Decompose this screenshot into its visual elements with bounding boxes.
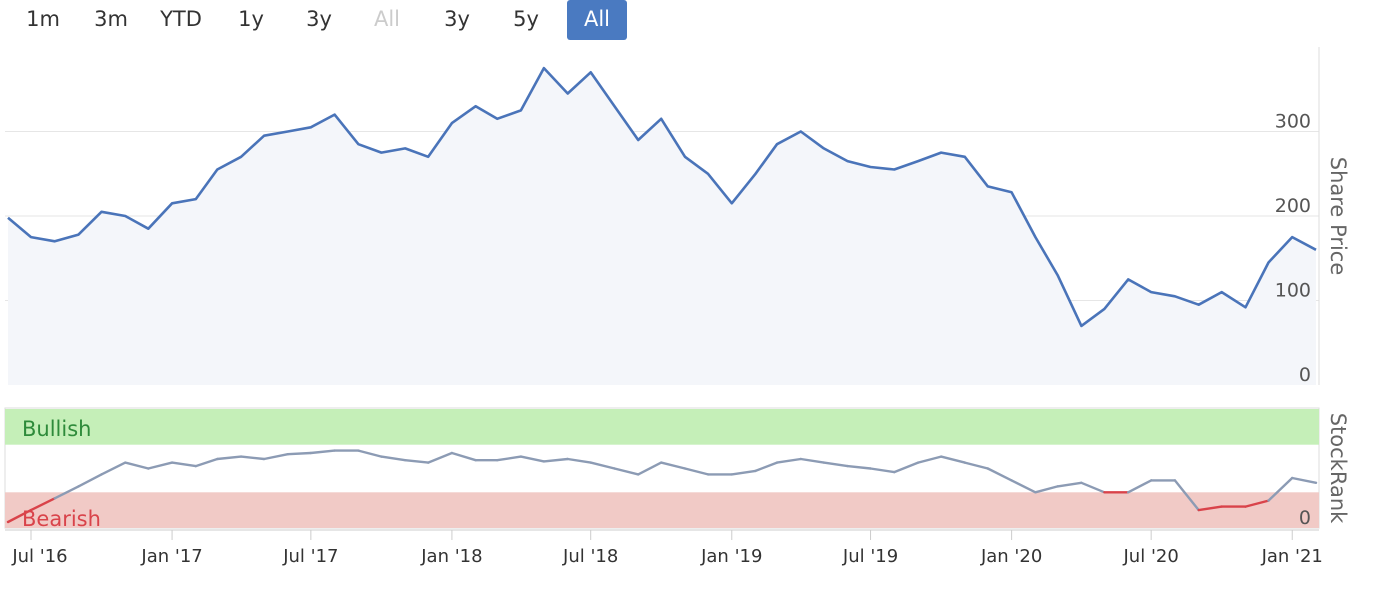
stockrank-line-segment bbox=[775, 457, 802, 464]
range-button-all-active[interactable]: All bbox=[567, 0, 627, 40]
stockrank-line-segment bbox=[1034, 485, 1059, 494]
x-axis: Jul '16 Jan '17 Jul '17 Jan '18 Jul '18 Jan '… bbox=[5, 529, 1323, 567]
stockrank-line-segment bbox=[1197, 505, 1223, 512]
price-y-tick-labels: 0 100 200 300 bbox=[1275, 111, 1311, 387]
stockrank-line-segment bbox=[77, 473, 103, 488]
bearish-label: Bearish bbox=[22, 507, 101, 531]
x-tick-label: Jan '18 bbox=[420, 546, 482, 567]
stockrank-line-segment bbox=[147, 461, 174, 470]
x-tick-label: Jan '21 bbox=[1261, 546, 1323, 567]
stockrank-line-segment bbox=[1126, 479, 1153, 494]
stockrank-line-segment bbox=[869, 467, 896, 474]
stockrank-line-segment bbox=[427, 451, 454, 464]
bullish-label: Bullish bbox=[22, 417, 91, 441]
stockrank-line-segment bbox=[683, 467, 710, 476]
price-series-line bbox=[7, 66, 1317, 328]
stockrank-line-segment bbox=[730, 469, 757, 476]
stockrank-line-segment bbox=[542, 457, 569, 463]
x-tick-label: Jul '16 bbox=[11, 546, 67, 567]
x-tick-label: Jan '20 bbox=[980, 546, 1042, 567]
range-selector: 1m 3m YTD 1y 3y All 3y 5y All bbox=[0, 0, 700, 44]
range-button-3m[interactable]: 3m bbox=[94, 7, 128, 31]
stockrank-series-line bbox=[6, 449, 1318, 524]
stockrank-line-segment bbox=[239, 455, 266, 461]
range-button-all-disabled: All bbox=[373, 7, 401, 31]
stockrank-line-segment bbox=[100, 461, 127, 476]
stockrank-line-segment bbox=[963, 461, 989, 470]
stockrank-line-segment bbox=[986, 467, 1013, 482]
stockrank-line-segment bbox=[170, 461, 198, 468]
stockrank-line-segment bbox=[893, 461, 920, 474]
x-tick-label: Jul '19 bbox=[842, 546, 898, 567]
price-y-tick-label: 0 bbox=[1299, 364, 1311, 386]
stockrank-line-segment bbox=[1056, 481, 1083, 488]
stockrank-line-segment bbox=[589, 461, 616, 470]
stockrank-line-segment bbox=[124, 461, 150, 470]
price-axis-title: Share Price bbox=[1326, 157, 1350, 276]
price-panel: 0 100 200 300 Share Price bbox=[5, 47, 1350, 386]
range-button-3y-secondary[interactable]: 3y bbox=[444, 7, 470, 31]
stockrank-line-segment bbox=[194, 457, 219, 468]
rank-y-tick-0: 0 bbox=[1299, 507, 1311, 529]
x-axis-ticks: Jul '16 Jan '17 Jul '17 Jan '18 Jul '18 Jan '… bbox=[11, 530, 1323, 567]
stockrank-axis-title: StockRank bbox=[1326, 413, 1350, 524]
stockrank-line-segment bbox=[613, 467, 640, 476]
stockrank-line-segment bbox=[822, 461, 849, 468]
stockrank-line-segment bbox=[357, 449, 383, 458]
stockrank-line-segment bbox=[1173, 479, 1200, 512]
stockrank-line-segment bbox=[216, 455, 243, 461]
stockrank-line-segment bbox=[519, 455, 546, 463]
range-button-1m[interactable]: 1m bbox=[26, 7, 60, 31]
range-button-1y[interactable]: 1y bbox=[238, 7, 264, 31]
stockrank-line-segment bbox=[916, 455, 943, 464]
range-button-ytd[interactable]: YTD bbox=[160, 7, 202, 31]
stockrank-line-segment bbox=[939, 455, 966, 464]
stockrank-line-segment bbox=[1267, 476, 1294, 502]
stockrank-line-segment bbox=[754, 461, 779, 473]
stockrank-line-segment bbox=[29, 497, 56, 512]
x-tick-label: Jul '20 bbox=[1123, 546, 1179, 567]
x-tick-label: Jul '17 bbox=[282, 546, 338, 567]
price-y-tick-label: 200 bbox=[1275, 195, 1311, 217]
bullish-band bbox=[5, 409, 1319, 445]
stockrank-line-segment bbox=[496, 455, 523, 462]
stockrank-line-segment bbox=[309, 449, 336, 455]
stockrank-panel: Bullish Bearish 0 StockRank bbox=[4, 407, 1350, 531]
stockrank-line-segment bbox=[6, 508, 33, 524]
stockrank-line-segment bbox=[404, 459, 430, 464]
stockrank-line-segment bbox=[262, 453, 289, 461]
stockrank-line-segment bbox=[1244, 499, 1270, 508]
price-y-tick-label: 100 bbox=[1275, 280, 1311, 302]
stockrank-line-segment bbox=[286, 451, 312, 456]
stockrank-line-segment bbox=[53, 485, 80, 500]
range-button-5y[interactable]: 5y bbox=[513, 7, 539, 31]
range-button-3y[interactable]: 3y bbox=[306, 7, 332, 31]
stockrank-line-segment bbox=[799, 457, 825, 464]
stockrank-line-segment bbox=[660, 461, 687, 470]
stockrank-line-segment bbox=[566, 457, 592, 464]
x-tick-label: Jan '19 bbox=[700, 546, 762, 567]
stockrank-line-segment bbox=[380, 455, 407, 462]
stockrank-line-segment bbox=[1010, 479, 1037, 494]
stockrank-line-segment bbox=[1290, 476, 1318, 484]
price-y-tick-label: 300 bbox=[1275, 111, 1311, 133]
price-area-fill bbox=[8, 68, 1316, 385]
stockrank-line-segment bbox=[637, 461, 663, 476]
stockrank-line-segment bbox=[846, 464, 872, 470]
x-tick-label: Jan '17 bbox=[140, 546, 202, 567]
stockrank-line-segment bbox=[1080, 481, 1106, 494]
bearish-band bbox=[5, 492, 1319, 528]
stockrank-line-segment bbox=[450, 451, 477, 462]
x-tick-label: Jul '18 bbox=[562, 546, 618, 567]
